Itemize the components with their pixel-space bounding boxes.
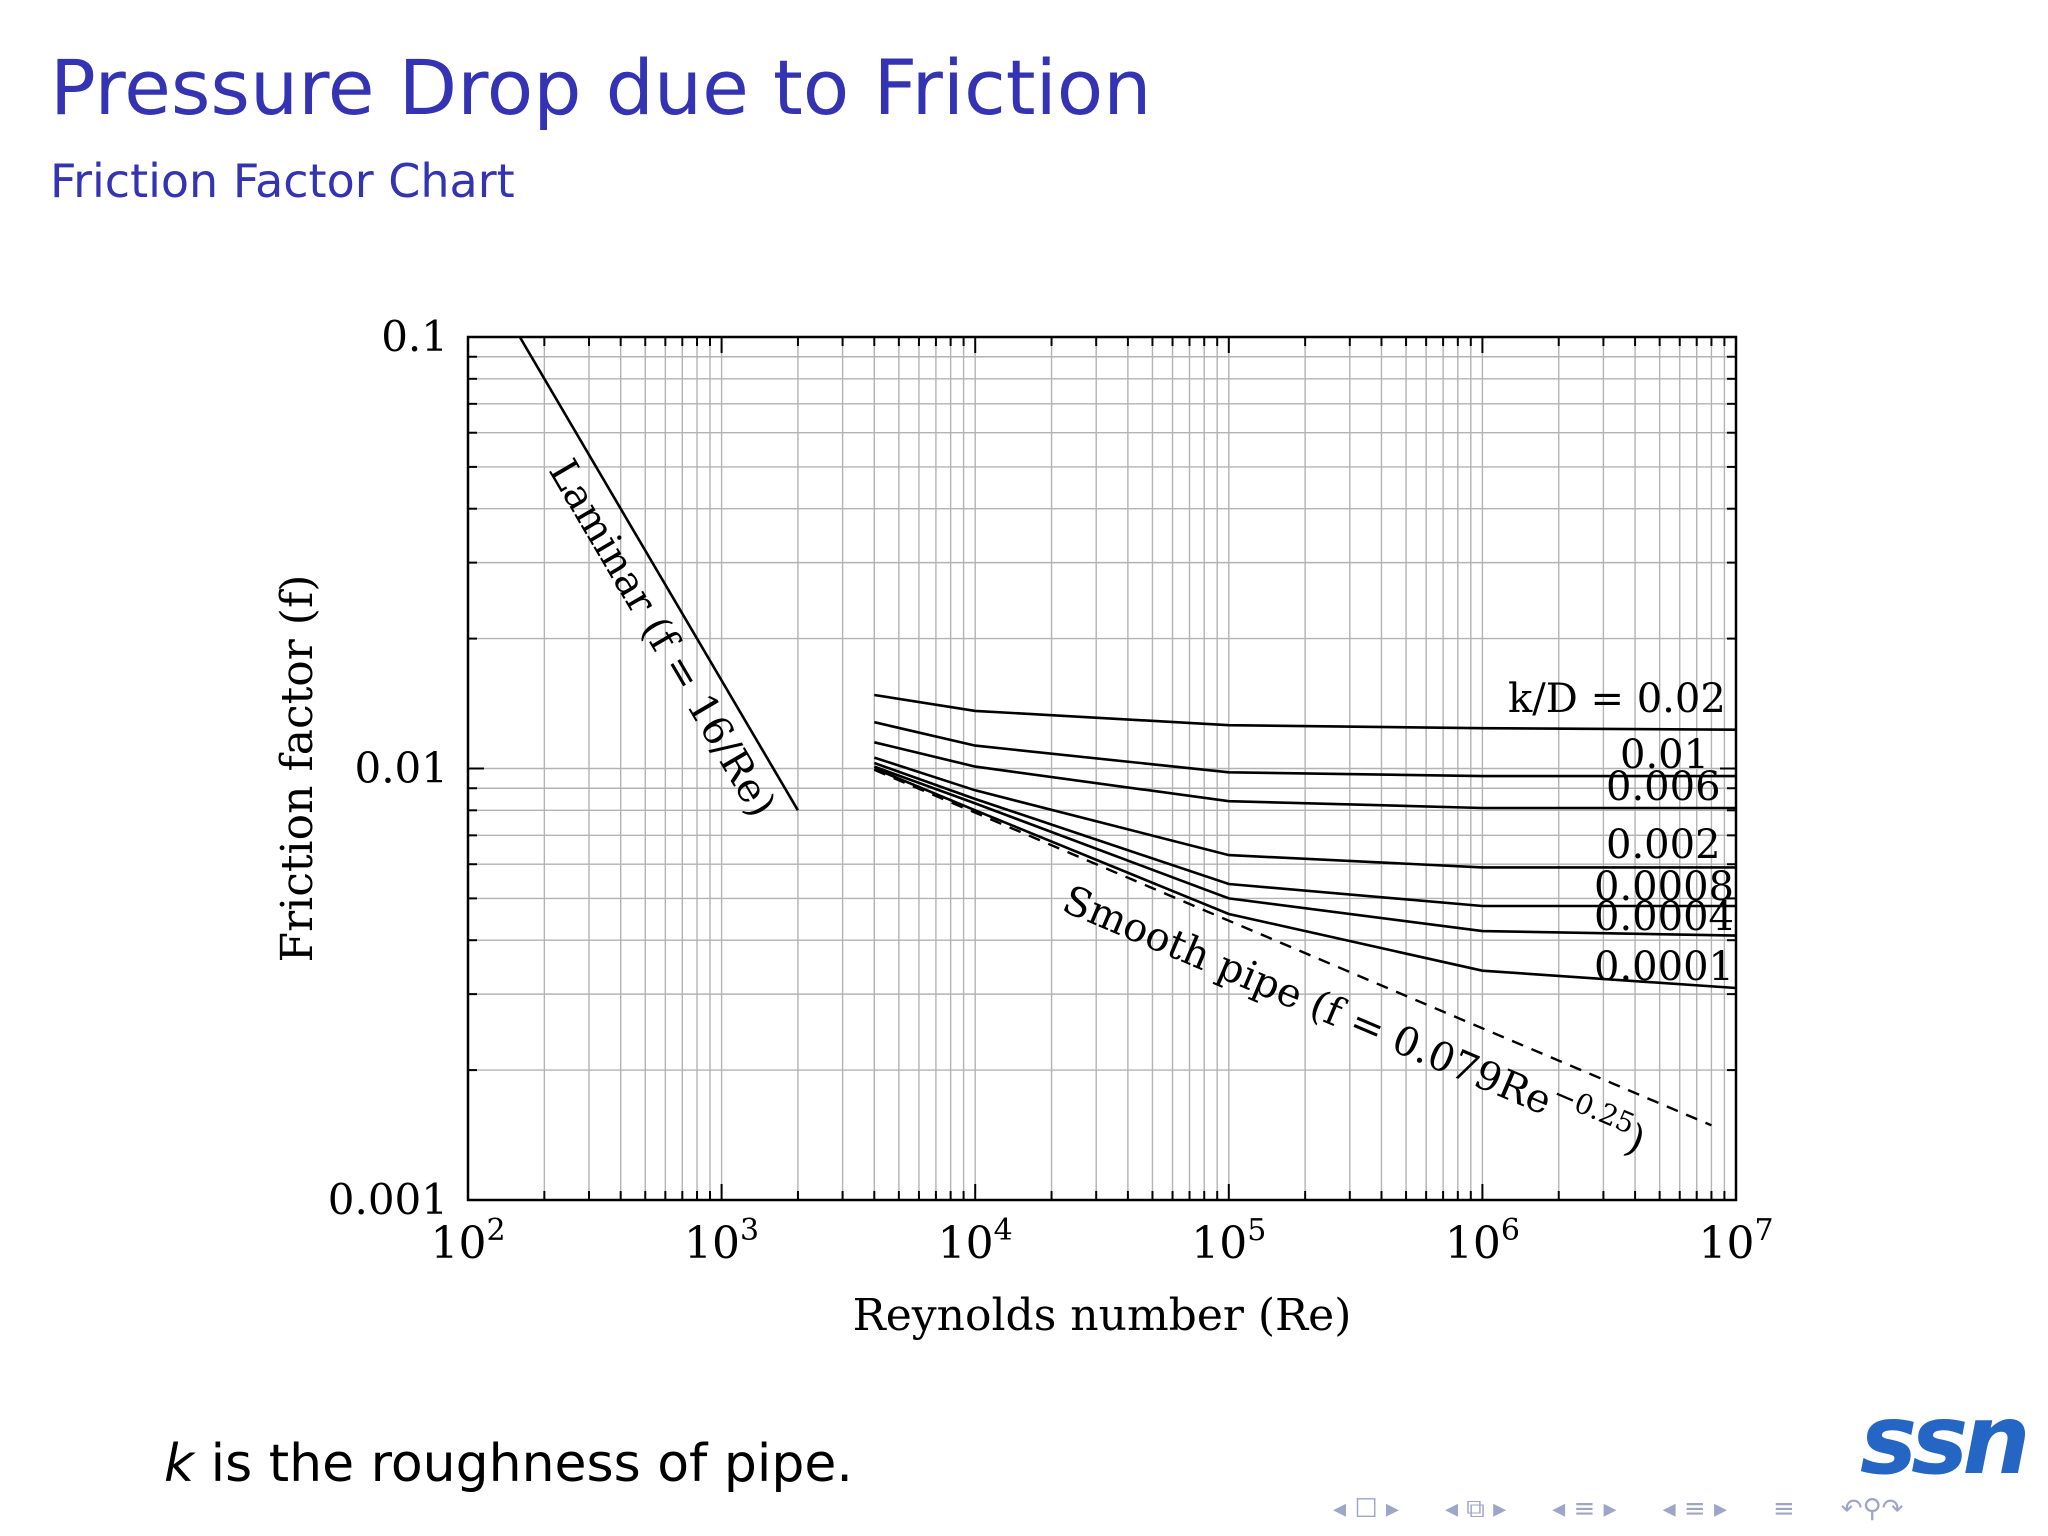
nav-frame-icon[interactable]: ◂ ⧉ ▸ [1444, 1494, 1507, 1524]
series-label-3: 0.006 [1606, 764, 1721, 810]
roughness-curve-7 [873, 767, 1737, 990]
roughness-curve-2 [874, 720, 1736, 778]
y-axis-label: Friction factor (f) [272, 575, 323, 963]
x-tick-label: 106 [1445, 1213, 1520, 1269]
series-label-7: 0.0001 [1594, 944, 1734, 990]
nav-first-icon[interactable]: ◂ ☐ ▸ [1333, 1494, 1399, 1524]
roughness-curve-4 [873, 756, 1736, 869]
y-tick-label: 0.01 [354, 744, 448, 793]
y-tick-label: 0.1 [381, 312, 448, 361]
x-axis-label: Reynolds number (Re) [853, 1290, 1352, 1341]
smooth-pipe-line [873, 768, 1712, 1127]
footnote-text: is the roughness of pipe. [194, 1434, 853, 1494]
footnote: k is the roughness of pipe. [164, 1438, 853, 1490]
beamer-navigation-bar: ◂ ☐ ▸ ◂ ⧉ ▸ ◂ ≡ ▸ ◂ ≡ ▸ ≡ ↶⚲↷ [1330, 1496, 1906, 1522]
series-label-1: k/D = 0.02 [1508, 676, 1726, 722]
laminar-line [518, 336, 800, 811]
roughness-curve-5 [873, 761, 1736, 908]
x-tick-label: 104 [938, 1213, 1013, 1269]
roughness-curve-6 [873, 765, 1737, 937]
grid-lines [468, 337, 1736, 1200]
nav-align-icon[interactable]: ≡ [1773, 1494, 1795, 1524]
footnote-variable: k [164, 1434, 195, 1494]
nav-search-icon[interactable]: ↶⚲↷ [1840, 1494, 1904, 1524]
x-tick-label: 103 [684, 1213, 759, 1269]
series-label-5: 0.0008 [1594, 864, 1734, 910]
chart-curves [518, 336, 1737, 1127]
slide-subtitle: Friction Factor Chart [50, 154, 515, 208]
x-tick-label: 102 [430, 1213, 505, 1269]
nav-subsection-icon[interactable]: ◂ ≡ ▸ [1662, 1494, 1727, 1524]
axis-ticks [467, 336, 1737, 1201]
friction-factor-chart: 102 103 104 105 106 107 0.1 0.01 0.001 Reynolds n… [272, 312, 1774, 1341]
x-tick-label: 107 [1698, 1213, 1773, 1269]
slide-title: Pressure Drop due to Friction [50, 43, 1152, 132]
x-tick-label: 105 [1191, 1213, 1266, 1269]
y-tick-label: 0.001 [328, 1175, 448, 1224]
roughness-curve-1 [874, 693, 1737, 731]
series-label-2: 0.01 [1620, 732, 1709, 778]
nav-section-icon[interactable]: ◂ ≡ ▸ [1552, 1494, 1617, 1524]
ssn-logo: ssn [1860, 1384, 2031, 1496]
roughness-curve-3 [873, 741, 1736, 810]
series-label-6: 0.0004 [1594, 894, 1734, 940]
series-label-4: 0.002 [1606, 822, 1721, 868]
